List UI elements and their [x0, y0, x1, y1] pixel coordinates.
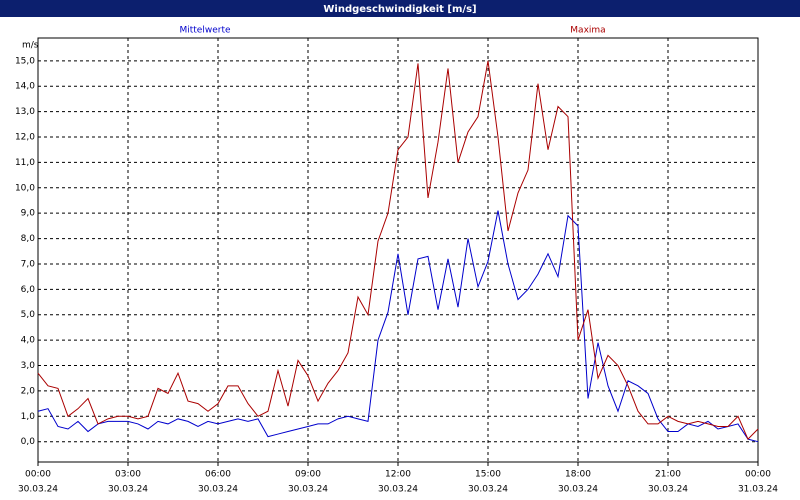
y-tick-label: 12,0: [15, 133, 35, 143]
title-bar: [0, 0, 800, 17]
x-tick-label: 21:00: [655, 470, 681, 480]
y-tick-label: 3,0: [21, 361, 36, 371]
x-tick-label: 06:00: [205, 470, 231, 480]
x-tick-date: 30.03.24: [108, 485, 148, 495]
y-tick-label: 10,0: [15, 183, 35, 193]
y-tick-label: 6,0: [21, 285, 36, 295]
x-tick-label: 12:00: [385, 470, 411, 480]
x-tick-date: 30.03.24: [198, 485, 238, 495]
y-tick-label: 1,0: [21, 412, 36, 422]
x-tick-label: 18:00: [565, 470, 591, 480]
x-tick-date: 31.03.24: [738, 485, 778, 495]
x-tick-date: 30.03.24: [468, 485, 508, 495]
line-series: [37, 60, 759, 441]
y-tick-label: 14,0: [15, 82, 35, 92]
y-tick-label: 4,0: [21, 336, 36, 346]
y-tick-label: 0,0: [21, 437, 36, 447]
x-tick-label: 03:00: [115, 470, 141, 480]
x-tick-label: 15:00: [475, 470, 501, 480]
legend-label: Maxima: [570, 26, 605, 36]
x-tick-date: 30.03.24: [288, 485, 328, 495]
line-series: [37, 210, 759, 443]
y-tick-label: 8,0: [21, 234, 36, 244]
y-tick-label: 13,0: [15, 107, 35, 117]
x-tick-date: 30.03.24: [558, 485, 598, 495]
x-tick-label: 00:00: [25, 470, 51, 480]
x-tick-date: 30.03.24: [18, 485, 58, 495]
y-unit: m/s: [22, 41, 39, 51]
chart-title: Windgeschwindigkeit [m/s]: [323, 4, 476, 15]
y-tick-label: 11,0: [15, 158, 35, 168]
x-tick-label: 09:00: [295, 470, 321, 480]
y-tick-label: 2,0: [21, 386, 36, 396]
y-tick-label: 7,0: [21, 259, 36, 269]
x-tick-date: 30.03.24: [648, 485, 688, 495]
x-tick-date: 30.03.24: [378, 485, 418, 495]
y-tick-label: 9,0: [21, 209, 36, 219]
legend-label: Mittelwerte: [179, 26, 230, 36]
y-tick-label: 5,0: [21, 310, 36, 320]
x-tick-label: 00:00: [745, 470, 771, 480]
y-tick-label: 15,0: [15, 56, 35, 66]
